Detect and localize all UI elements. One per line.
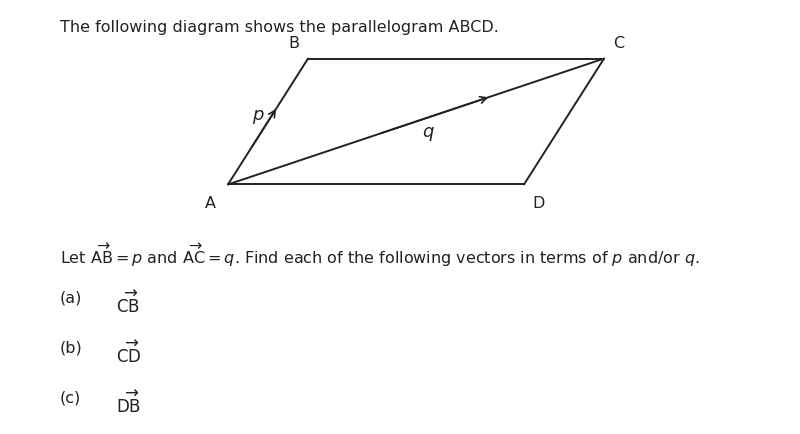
Text: The following diagram shows the parallelogram ABCD.: The following diagram shows the parallel…	[60, 20, 499, 35]
Text: A: A	[205, 197, 216, 211]
Text: B: B	[288, 36, 299, 51]
Text: q: q	[422, 123, 434, 141]
Text: (a): (a)	[60, 291, 82, 306]
Text: (c): (c)	[60, 391, 82, 406]
Text: p: p	[252, 106, 263, 124]
Text: $\overrightarrow{\rm CD}$: $\overrightarrow{\rm CD}$	[116, 341, 142, 367]
Text: D: D	[532, 197, 545, 211]
Text: (b): (b)	[60, 341, 82, 356]
Text: C: C	[613, 36, 624, 51]
Text: $\overrightarrow{\rm CB}$: $\overrightarrow{\rm CB}$	[116, 291, 140, 317]
Text: $\overrightarrow{\rm DB}$: $\overrightarrow{\rm DB}$	[116, 391, 141, 417]
Text: Let $\overrightarrow{\rm AB}=\mathit{p}$ and $\overrightarrow{\rm AC}=\mathit{q}: Let $\overrightarrow{\rm AB}=\mathit{p}$…	[60, 241, 699, 269]
